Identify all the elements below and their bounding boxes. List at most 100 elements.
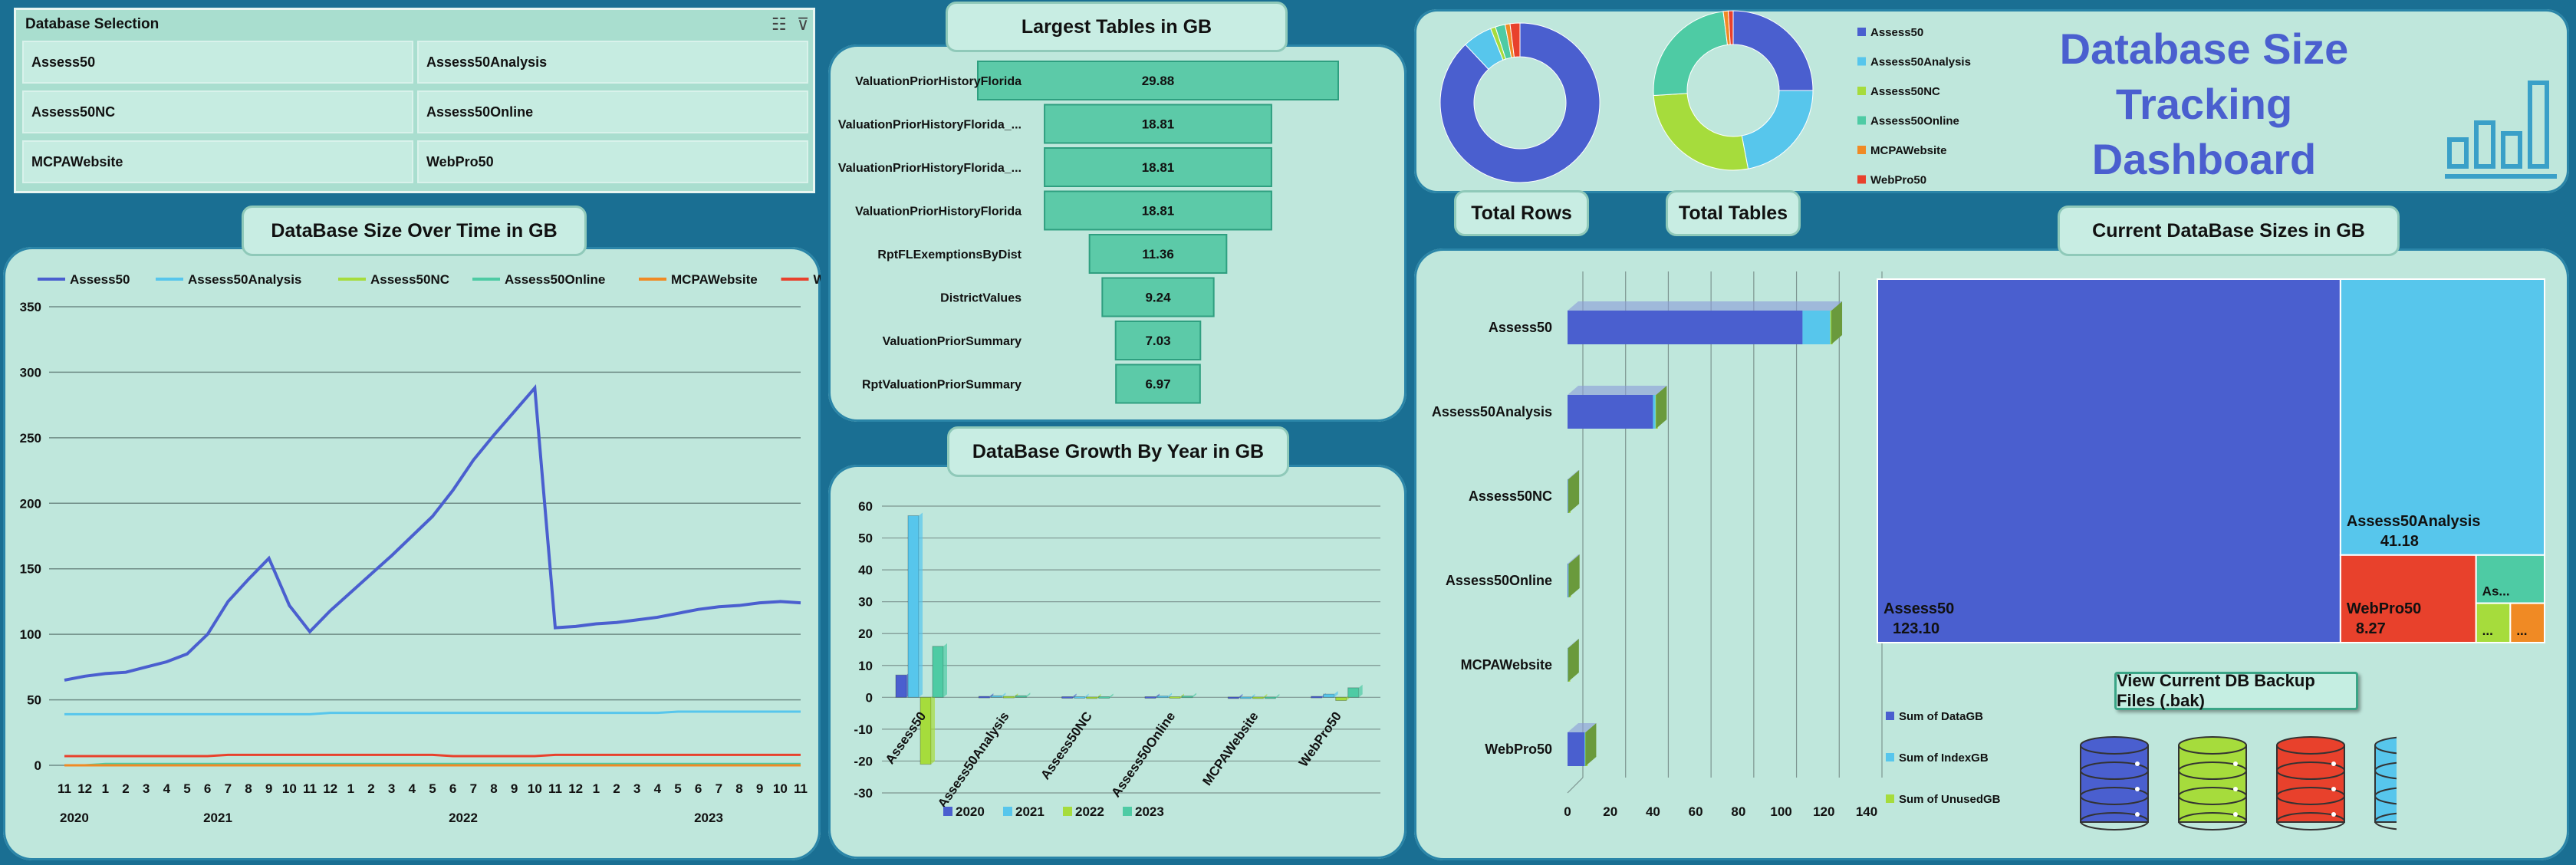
x-tick-label: 3	[143, 781, 150, 796]
largest-tables-title: Largest Tables in GB	[946, 2, 1288, 52]
y-tick-label: Assess50NC	[1469, 488, 1552, 504]
size-over-time-panel: 0 50 100 150 200 250 300 350 11 12 1 2 3 4 5 6 7 8 9 10 11 12…	[3, 247, 877, 860]
y-tick-label: -10	[854, 722, 873, 737]
legend-label: Sum of DataGB	[1899, 710, 1983, 723]
total-rows-slice	[1439, 22, 1601, 183]
y-tick-label: 10	[858, 659, 873, 673]
x-tick-label: 5	[429, 781, 436, 796]
current-bar	[1653, 395, 1656, 429]
slicer-item-assess50[interactable]: Assess50	[22, 41, 413, 84]
funnel-bar	[977, 61, 1339, 100]
y-tick-label: MCPAWebsite	[1461, 657, 1552, 673]
funnel-category-label: ValuationPriorSummary	[883, 335, 1022, 348]
funnel-value-label: 18.81	[1142, 160, 1175, 175]
current-bar-top	[1568, 301, 1843, 311]
series-line-assess50	[64, 384, 801, 682]
growth-bar	[1227, 696, 1239, 699]
x-tick-label: 4	[163, 781, 171, 796]
treemap-label: ...	[2516, 623, 2527, 638]
growth-bar	[1311, 696, 1323, 699]
legend-label: Sum of UnusedGB	[1899, 793, 2001, 806]
database-cylinder-ring	[2178, 787, 2247, 805]
growth-bar-side	[1072, 693, 1077, 699]
x-tick-label: 1	[347, 781, 354, 796]
treemap-value-label: 8.27	[2356, 620, 2386, 637]
x-tick-label: 0	[1564, 804, 1571, 819]
x-tick-label: 12	[323, 781, 337, 796]
growth-bar	[1144, 696, 1156, 699]
clear-filter-icon[interactable]: ⊽	[797, 15, 810, 34]
x-year-label: 2022	[449, 811, 478, 825]
legend-label: Assess50Online	[505, 272, 605, 287]
size-over-time-title: DataBase Size Over Time in GB	[242, 206, 587, 256]
y-tick-label: Assess50Analysis	[1432, 404, 1552, 419]
x-tick-label: 8	[735, 781, 742, 796]
legend-label: Sum of IndexGB	[1899, 752, 1989, 765]
treemap-label: WebPro50	[2347, 600, 2421, 617]
y-tick-label: 0	[866, 690, 873, 705]
legend-label: Assess50	[1870, 26, 1923, 39]
y-tick-label: 350	[20, 300, 41, 314]
funnel-bar	[1044, 104, 1272, 144]
donut-charts: Assess50 Assess50Analysis Assess50NC Assess…	[1439, 10, 1971, 187]
funnel-bar	[1101, 277, 1215, 317]
current-bar-side	[1568, 554, 1580, 597]
database-cylinder-ring	[2178, 761, 2247, 780]
x-tick-label: 6	[695, 781, 702, 796]
database-cylinder-body	[2374, 745, 2397, 823]
slicer-item-assess50analysis[interactable]: Assess50Analysis	[417, 41, 808, 84]
slicer-item-webpro50[interactable]: WebPro50	[417, 140, 808, 183]
funnel-bar	[1088, 234, 1228, 274]
legend-label: 2020	[956, 804, 985, 819]
x-tick-label: 11	[58, 781, 71, 796]
funnel-value-label: 18.81	[1142, 117, 1175, 132]
current-bar-side	[1585, 723, 1597, 766]
database-cylinder-body	[2276, 745, 2345, 823]
growth-bar	[920, 696, 932, 765]
legend-swatch	[1886, 753, 1894, 761]
growth-bar-side	[919, 512, 923, 698]
current-bar-top	[1568, 639, 1579, 648]
legend-label: WebPro50	[814, 272, 821, 287]
growth-bar	[1239, 696, 1252, 699]
x-tick-label: 9	[756, 781, 763, 796]
database-cylinder-body	[2080, 745, 2149, 823]
funnel-value-label: 29.88	[1142, 74, 1175, 88]
current-bar-top	[1568, 554, 1580, 564]
view-backup-files-button[interactable]: View Current DB Backup Files (.bak)	[2114, 671, 2358, 710]
series-line-assess50online	[64, 762, 801, 767]
growth-bar-side	[1334, 691, 1338, 698]
funnel-bar	[1044, 147, 1272, 187]
growth-bar	[1156, 696, 1169, 699]
database-cylinder-ring	[2276, 736, 2345, 755]
current-bar-side	[1568, 470, 1580, 513]
legend-label: 2021	[1015, 804, 1045, 819]
growth-bar	[1098, 696, 1110, 699]
y-tick-label: 30	[858, 595, 873, 610]
growth-bar	[1061, 696, 1074, 699]
current-bar-side	[1656, 386, 1667, 429]
total-tables-slice	[1741, 90, 1814, 169]
growth-bar	[1181, 696, 1193, 699]
x-tick-label: 7	[716, 781, 722, 796]
database-led	[2331, 787, 2336, 791]
funnel-bar	[1115, 363, 1201, 404]
growth-bar	[1074, 696, 1086, 699]
slicer-item-assess50online[interactable]: Assess50Online	[417, 90, 808, 133]
header-panel: Assess50 Assess50Analysis Assess50NC Assess…	[1414, 9, 2569, 193]
growth-bar	[895, 674, 907, 698]
growth-bar-side	[1002, 692, 1006, 698]
largest-tables-panel: 29.88 ValuationPriorHistoryFlorida 18.81 Va…	[828, 44, 1406, 422]
x-tick-label: 2	[613, 781, 620, 796]
multi-select-icon[interactable]: ☷	[771, 15, 787, 34]
slicer-item-assess50nc[interactable]: Assess50NC	[22, 90, 413, 133]
legend-swatch	[1857, 175, 1866, 184]
dashboard-title: Database Size Tracking Dashboard	[1982, 21, 2426, 187]
x-tick-label: 4	[409, 781, 416, 796]
dashboard-title-line2: Dashboard	[2091, 135, 2317, 183]
x-tick-label: 11	[794, 781, 808, 796]
slicer-item-mcpawebsite[interactable]: MCPAWebsite	[22, 140, 413, 183]
current-bar	[1802, 311, 1831, 344]
current-sizes-title: Current DataBase Sizes in GB	[2058, 206, 2400, 256]
